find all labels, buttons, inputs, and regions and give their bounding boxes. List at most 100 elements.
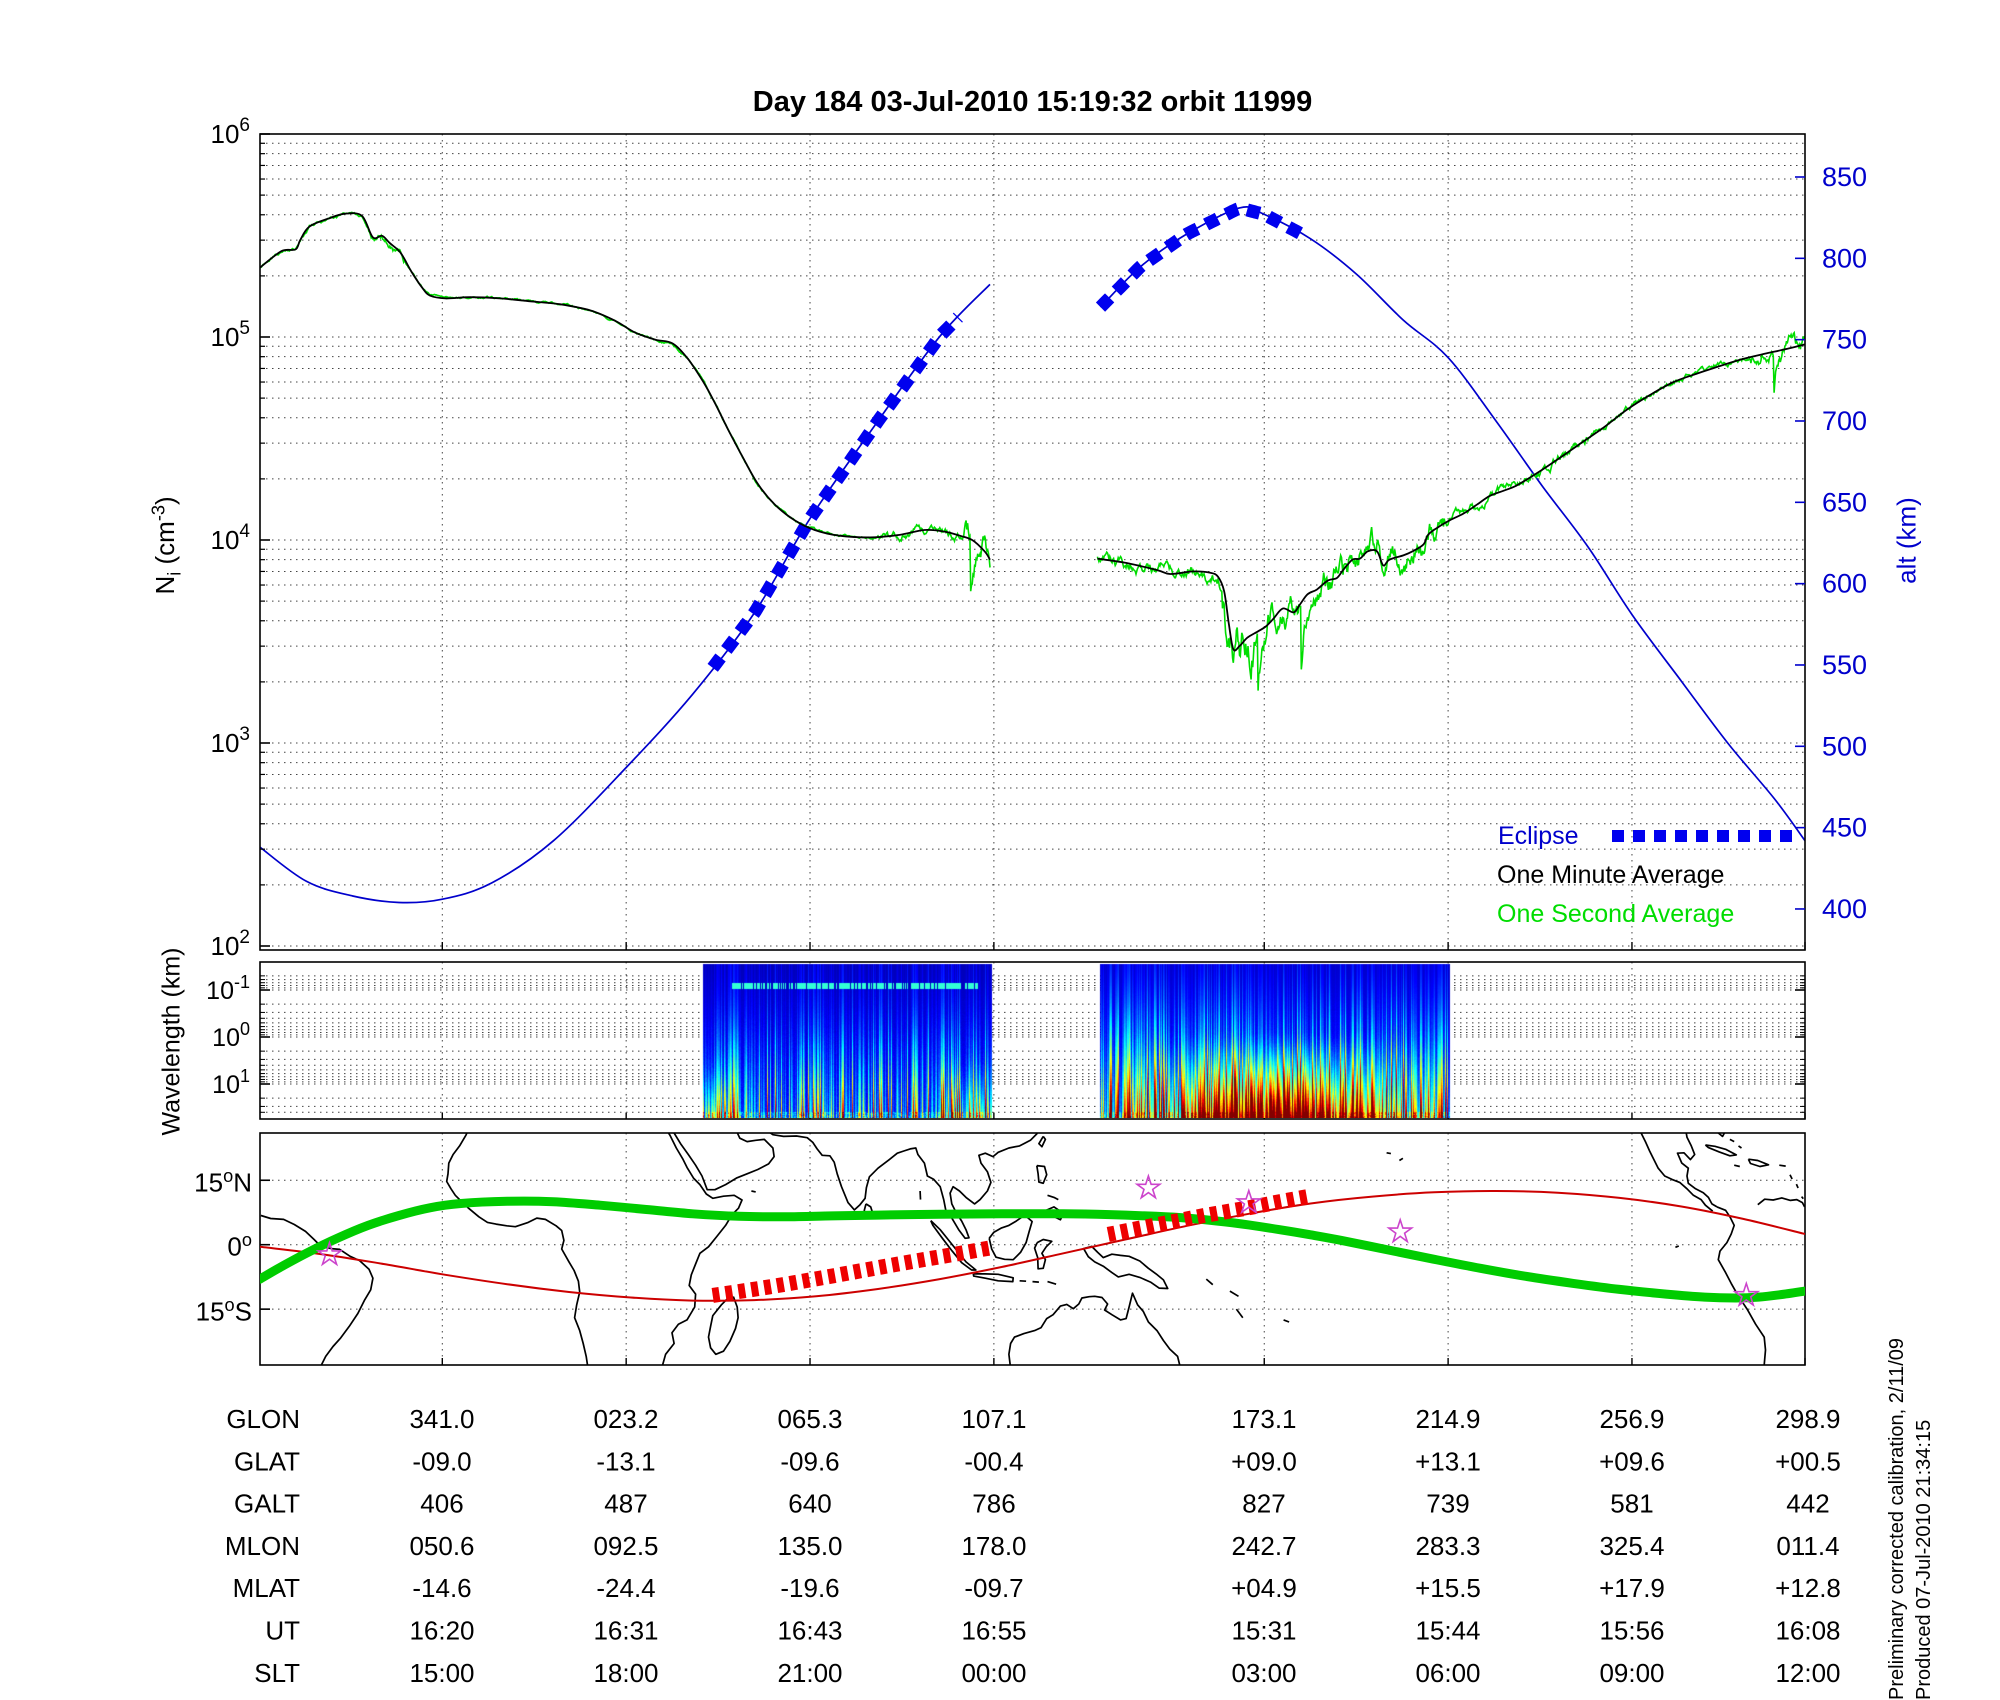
map-lat-label-0: 0o <box>227 1230 252 1262</box>
table-cell: 16:08 <box>1775 1616 1840 1646</box>
svg-text:550: 550 <box>1822 650 1867 680</box>
table-cell: 03:00 <box>1231 1658 1296 1688</box>
star-marker <box>1386 1217 1415 1244</box>
coastline <box>1047 1194 1059 1201</box>
page-title: Day 184 03-Jul-2010 15:19:32 orbit 11999 <box>752 86 1313 118</box>
svg-text:600: 600 <box>1822 569 1867 599</box>
star-marker <box>1732 1280 1761 1308</box>
side-note-calibration: Preliminary corrected calibration, 2/11/… <box>1886 1337 1908 1700</box>
table-cell: 15:56 <box>1599 1616 1664 1646</box>
star-marker <box>1234 1188 1263 1215</box>
wavelength-spectrogram <box>260 963 1805 1118</box>
table-cell: -09.6 <box>780 1446 839 1476</box>
svg-text:400: 400 <box>1822 894 1867 924</box>
svg-text:103: 103 <box>211 724 251 758</box>
table-cell: 298.9 <box>1775 1404 1840 1434</box>
svg-text:102: 102 <box>211 927 251 961</box>
eclipse-segment <box>1095 201 1305 312</box>
map-lat-label-15n: 15oN <box>194 1166 252 1198</box>
table-cell: 739 <box>1426 1489 1469 1519</box>
table-cell: 16:43 <box>777 1616 842 1646</box>
table-cell: 640 <box>788 1489 831 1519</box>
coastline <box>260 1214 374 1365</box>
coastline <box>1283 1319 1290 1323</box>
coastline <box>988 1214 1033 1261</box>
table-cell: -19.6 <box>780 1573 839 1603</box>
table-cell: 011.4 <box>1776 1531 1839 1561</box>
coastline <box>972 1273 1015 1283</box>
coastline <box>1205 1278 1214 1286</box>
table-cell: 065.3 <box>777 1404 842 1434</box>
table-cell: 06:00 <box>1415 1658 1480 1688</box>
magnetic-equator-line <box>260 1189 1805 1302</box>
eclipse-ground-track <box>1106 1189 1309 1242</box>
coastline <box>1675 1245 1680 1249</box>
one-second-average-line <box>260 211 991 592</box>
coastline <box>768 1133 1039 1240</box>
svg-text:450: 450 <box>1822 813 1867 843</box>
coastline <box>445 1133 589 1365</box>
axes: 102 103 104 105 106 850 800 750 700 650 600 550 500 4… <box>206 115 1867 1366</box>
table-cell: 283.3 <box>1415 1531 1480 1561</box>
coastline <box>1729 1138 1735 1143</box>
table-row-label: MLAT <box>233 1573 301 1603</box>
table-cell: -09.7 <box>964 1573 1023 1603</box>
star-marker <box>1134 1173 1163 1200</box>
svg-text:500: 500 <box>1822 731 1867 761</box>
ground-track-line <box>260 1196 1805 1303</box>
coastline <box>1717 1133 1726 1138</box>
coastline <box>1082 1245 1169 1290</box>
table-cell: 023.2 <box>593 1404 658 1434</box>
svg-text:100: 100 <box>212 1019 250 1052</box>
coastline <box>1398 1157 1404 1162</box>
coastline <box>930 1219 977 1271</box>
svg-text:850: 850 <box>1822 162 1867 192</box>
svg-text:10-1: 10-1 <box>206 972 250 1005</box>
coastline <box>1716 1206 1767 1365</box>
table-cell: 16:55 <box>961 1616 1026 1646</box>
coastline <box>1676 1133 1718 1208</box>
coastline <box>1033 1238 1053 1270</box>
star-marker <box>315 1240 344 1267</box>
wavelength-axis-label: Wavelength (km) <box>157 947 186 1136</box>
table-cell: 827 <box>1242 1489 1285 1519</box>
svg-text:104: 104 <box>211 521 251 555</box>
table-cell: 12:00 <box>1775 1658 1840 1688</box>
table-cell: 00:00 <box>961 1658 1026 1688</box>
coastline <box>751 1190 756 1193</box>
coastline <box>661 1133 743 1365</box>
table-cell: 16:31 <box>593 1616 658 1646</box>
table-cell: -09.0 <box>412 1446 471 1476</box>
table-cell: -13.1 <box>596 1446 655 1476</box>
table-cell: +15.5 <box>1415 1573 1481 1603</box>
legend-one-second-label: One Second Average <box>1497 900 1735 928</box>
coastline <box>1235 1308 1244 1319</box>
table-cell: 15:44 <box>1415 1616 1480 1646</box>
table-cell: -14.6 <box>412 1573 471 1603</box>
svg-text:105: 105 <box>211 318 251 352</box>
table-cell: 09:00 <box>1599 1658 1664 1688</box>
table-cell: 256.9 <box>1599 1404 1664 1434</box>
legend-eclipse-label: Eclipse <box>1498 822 1579 850</box>
svg-text:101: 101 <box>212 1066 250 1099</box>
table-cell: +09.0 <box>1231 1446 1297 1476</box>
table-cell: 581 <box>1610 1489 1653 1519</box>
density-altitude-curves <box>260 201 1805 904</box>
table-cell: 442 <box>1786 1489 1829 1519</box>
table-cell: 135.0 <box>777 1531 842 1561</box>
table-cell: 050.6 <box>409 1531 474 1561</box>
map <box>260 1133 1805 1365</box>
svg-text:106: 106 <box>211 115 251 149</box>
eclipse-ground-track <box>711 1240 991 1303</box>
svg-text:750: 750 <box>1822 325 1867 355</box>
table-cell: +17.9 <box>1599 1573 1665 1603</box>
density-axis-label: Ni (cm-3) <box>148 496 185 595</box>
table-row-label: UT <box>265 1616 300 1646</box>
coastline <box>673 1133 775 1191</box>
table-cell: 242.7 <box>1231 1531 1296 1561</box>
coastline <box>1229 1290 1239 1298</box>
one-minute-average-line <box>260 212 991 561</box>
coastline <box>1757 1197 1805 1208</box>
table-cell: 18:00 <box>593 1658 658 1688</box>
table-cell: 107.1 <box>961 1404 1026 1434</box>
